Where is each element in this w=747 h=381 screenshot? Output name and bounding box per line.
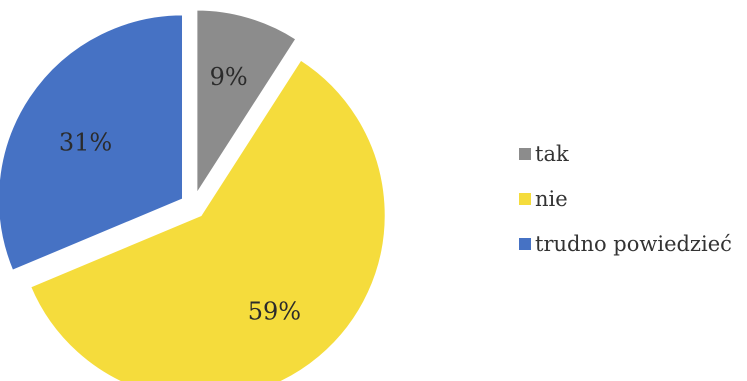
legend-label-trudno-powiedziec: trudno powiedzieć — [535, 232, 732, 256]
legend-swatch-trudno-powiedziec — [519, 238, 531, 250]
pie-slice-nie — [28, 58, 387, 381]
legend-item-trudno-powiedziec: trudno powiedzieć — [519, 233, 732, 255]
pie-slice-labels: 9% 59% 31% — [59, 63, 301, 326]
data-label-tak: 9% — [210, 63, 248, 91]
data-label-nie: 59% — [248, 298, 301, 326]
legend-item-nie: nie — [519, 188, 732, 210]
pie-slice-trudno-powiedziec — [0, 13, 185, 273]
legend-label-nie: nie — [535, 187, 568, 211]
legend-label-tak: tak — [535, 142, 569, 166]
legend-item-tak: tak — [519, 143, 732, 165]
chart-legend: tak nie trudno powiedzieć — [519, 143, 732, 278]
legend-swatch-nie — [519, 193, 531, 205]
data-label-trudno-powiedziec: 31% — [59, 128, 112, 156]
pie-slices — [0, 8, 387, 381]
pie-slice-tak — [195, 8, 298, 198]
legend-swatch-tak — [519, 148, 531, 160]
